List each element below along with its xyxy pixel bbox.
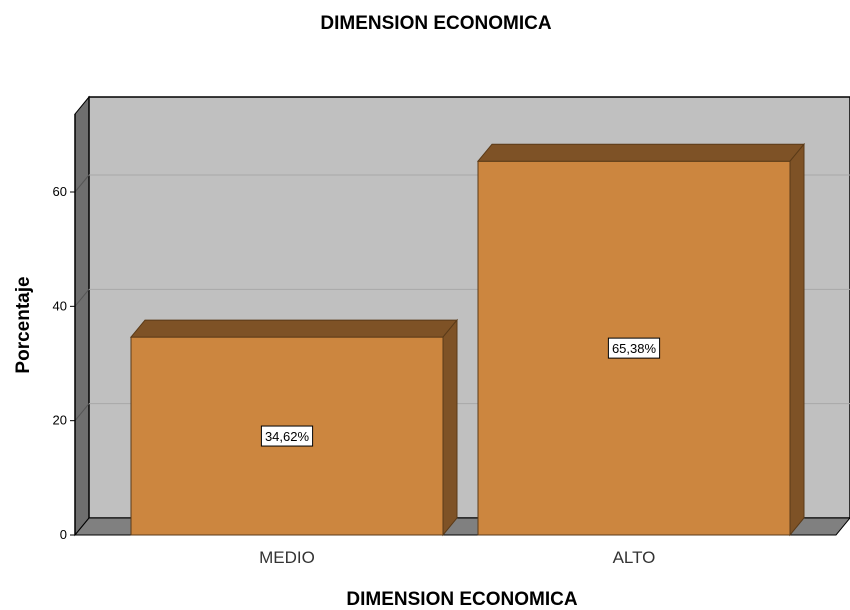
gridline-side bbox=[74, 174, 90, 193]
gridline-side bbox=[74, 289, 90, 307]
chart-title: DIMENSION ECONOMICA bbox=[320, 13, 551, 34]
y-axis-title: Porcentaje bbox=[13, 276, 34, 373]
data-label-box bbox=[607, 337, 661, 359]
y-axis: 0 20 40 60 bbox=[53, 114, 76, 542]
bar-side bbox=[789, 142, 805, 537]
bars: 34,62% MEDIO 65,38% ALTO bbox=[129, 142, 806, 567]
gridline-side bbox=[74, 403, 90, 421]
plot-area: 0 20 40 60 34,62% MEDIO 65,38% ALTO bbox=[53, 95, 850, 567]
bar-side bbox=[442, 318, 458, 537]
y-tick-label: 40 bbox=[53, 298, 67, 313]
data-label: 65,38% bbox=[612, 341, 657, 356]
x-axis-title: DIMENSION ECONOMICA bbox=[346, 589, 577, 610]
bar-alto: 65,38% ALTO bbox=[476, 142, 806, 567]
y-tick-label: 0 bbox=[60, 527, 67, 542]
bar-top bbox=[129, 319, 459, 338]
x-tick-label: ALTO bbox=[613, 548, 656, 567]
data-label-box bbox=[260, 425, 314, 447]
y-tick-label: 20 bbox=[53, 413, 67, 428]
data-label: 34,62% bbox=[265, 429, 310, 444]
left-wall bbox=[74, 95, 90, 537]
bar-medio: 34,62% MEDIO bbox=[129, 318, 459, 567]
bar-top bbox=[476, 143, 806, 162]
x-tick-label: MEDIO bbox=[259, 548, 315, 567]
y-tick-label: 60 bbox=[53, 184, 67, 199]
